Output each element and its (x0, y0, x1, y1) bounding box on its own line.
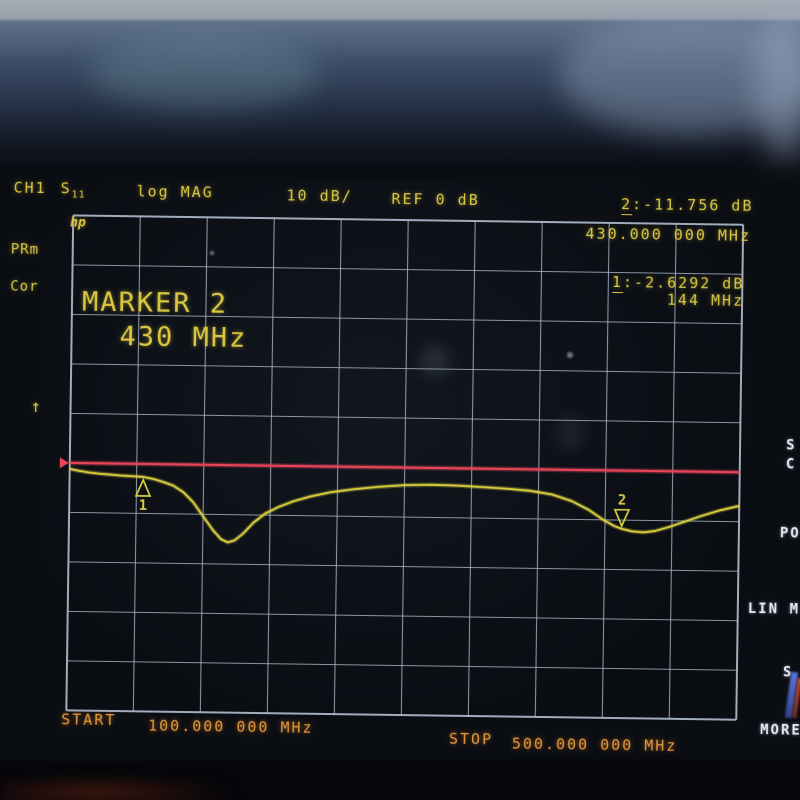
stop-label: STOP (448, 729, 494, 749)
active-marker-number: 2 (620, 195, 633, 216)
marker1-frequency: 144 MHz (666, 290, 745, 310)
photo-bottom-red-blur (0, 780, 240, 800)
start-label: START (61, 710, 117, 730)
reference-level-label: REF 0 dB (391, 189, 480, 210)
softkey-more: MORE (760, 722, 800, 739)
softkey-polar: PO (779, 525, 800, 542)
scale-per-div-label: 10 dB/ (286, 186, 353, 206)
s-parameter-label: S11 (60, 179, 86, 201)
svg-text:2: 2 (618, 493, 627, 509)
active-entry-value: 430 MHz (119, 321, 248, 354)
reflection-patch (90, 35, 320, 110)
dust-smudge (420, 345, 450, 377)
up-arrow-icon: ↑ (30, 396, 43, 418)
prm-indicator: PRm (10, 241, 40, 258)
reflection-patch (755, 0, 800, 160)
hp-logo: hp (70, 215, 86, 231)
dust-smudge (558, 415, 584, 451)
softkey-lin-mag: LIN M (747, 600, 800, 618)
active-marker-readout: 2:-11.756 dB (620, 195, 754, 216)
channel-label: CH1 (13, 178, 47, 198)
dust-speck (567, 352, 573, 358)
correction-indicator: Cor (10, 278, 39, 295)
svg-text:1: 1 (139, 498, 148, 514)
s-parameter-subscript: 11 (71, 189, 86, 201)
dust-speck (210, 251, 214, 255)
start-frequency: 100.000 000 MHz (148, 716, 314, 737)
active-entry-title: MARKER 2 (81, 286, 229, 320)
instrument-bezel (0, 0, 800, 170)
format-label: log MAG (136, 182, 214, 202)
reflection-patch (560, 15, 800, 135)
active-marker-frequency: 430.000 000 MHz (585, 224, 752, 245)
